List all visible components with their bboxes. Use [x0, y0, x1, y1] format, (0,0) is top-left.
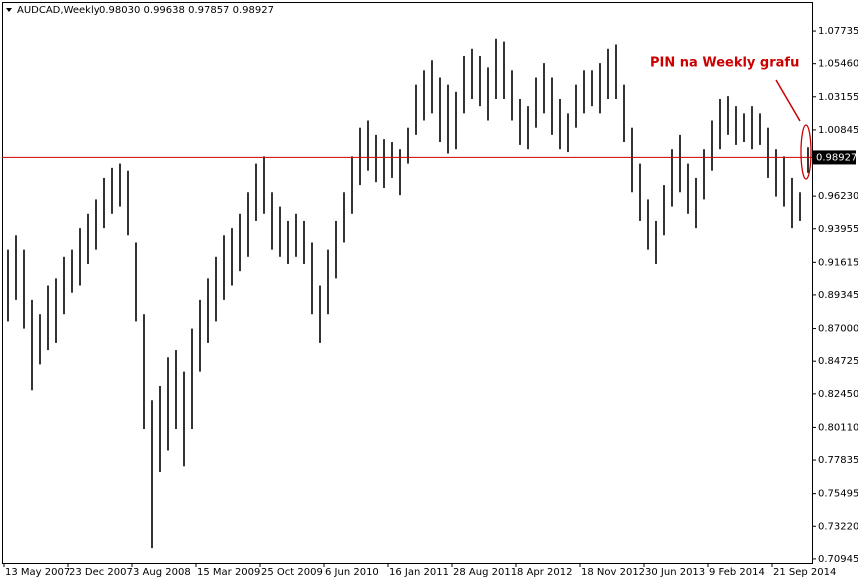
- annotation: PIN na Weekly grafu: [650, 56, 799, 71]
- y-tick-label: 0.96230: [818, 191, 858, 202]
- x-tick-label: 3 Aug 2008: [133, 567, 191, 578]
- x-tick-label: 25 Oct 2009: [261, 567, 323, 578]
- current-price-label: 0.98927: [816, 152, 857, 163]
- plot-frame: [2, 2, 813, 564]
- x-tick-label: 16 Jan 2011: [389, 567, 449, 578]
- y-tick-label: 1.05460: [818, 59, 858, 70]
- x-tick-label: 8 Apr 2012: [517, 567, 572, 578]
- y-tick-label: 0.73220: [818, 521, 858, 532]
- y-tick-label: 0.87000: [818, 324, 858, 335]
- annotation-ellipse: [800, 124, 812, 180]
- y-tick-label: 1.07735: [818, 26, 858, 37]
- y-tick-label: 0.75495: [818, 489, 858, 500]
- y-tick-label: 1.00845: [818, 125, 858, 136]
- y-tick-label: 0.77835: [818, 455, 858, 466]
- y-tick-label: 0.82450: [818, 389, 858, 400]
- y-tick-label: 0.70945: [818, 554, 858, 565]
- x-tick-label: 28 Aug 2011: [453, 567, 517, 578]
- menu-arrow: [6, 8, 12, 12]
- ohlc-values: 0.98030 0.99638 0.97857 0.98927: [99, 5, 274, 16]
- x-tick-label: 23 Dec 2007: [69, 567, 133, 578]
- y-tick-label: 0.93955: [818, 224, 858, 235]
- y-tick-label: 0.91615: [818, 257, 858, 268]
- current-price-box: [812, 150, 856, 165]
- x-tick-label: 30 Jun 2013: [645, 567, 705, 578]
- x-tick-label: 13 May 2007: [5, 567, 70, 578]
- x-tick-label: 9 Feb 2014: [709, 567, 765, 578]
- y-tick-label: 1.03155: [818, 92, 858, 103]
- y-tick-label: 0.80110: [818, 422, 858, 433]
- symbol: AUDCAD,Weekly: [17, 5, 100, 16]
- x-tick-label: 18 Nov 2012: [581, 567, 645, 578]
- x-tick-label: 21 Sep 2014: [773, 567, 836, 578]
- y-tick-label: 0.89345: [818, 290, 858, 301]
- x-tick-label: 6 Jun 2010: [325, 567, 379, 578]
- y-tick-label: 0.84725: [818, 356, 858, 367]
- annotation-arrow: [775, 79, 801, 122]
- x-tick-label: 15 Mar 2009: [197, 567, 260, 578]
